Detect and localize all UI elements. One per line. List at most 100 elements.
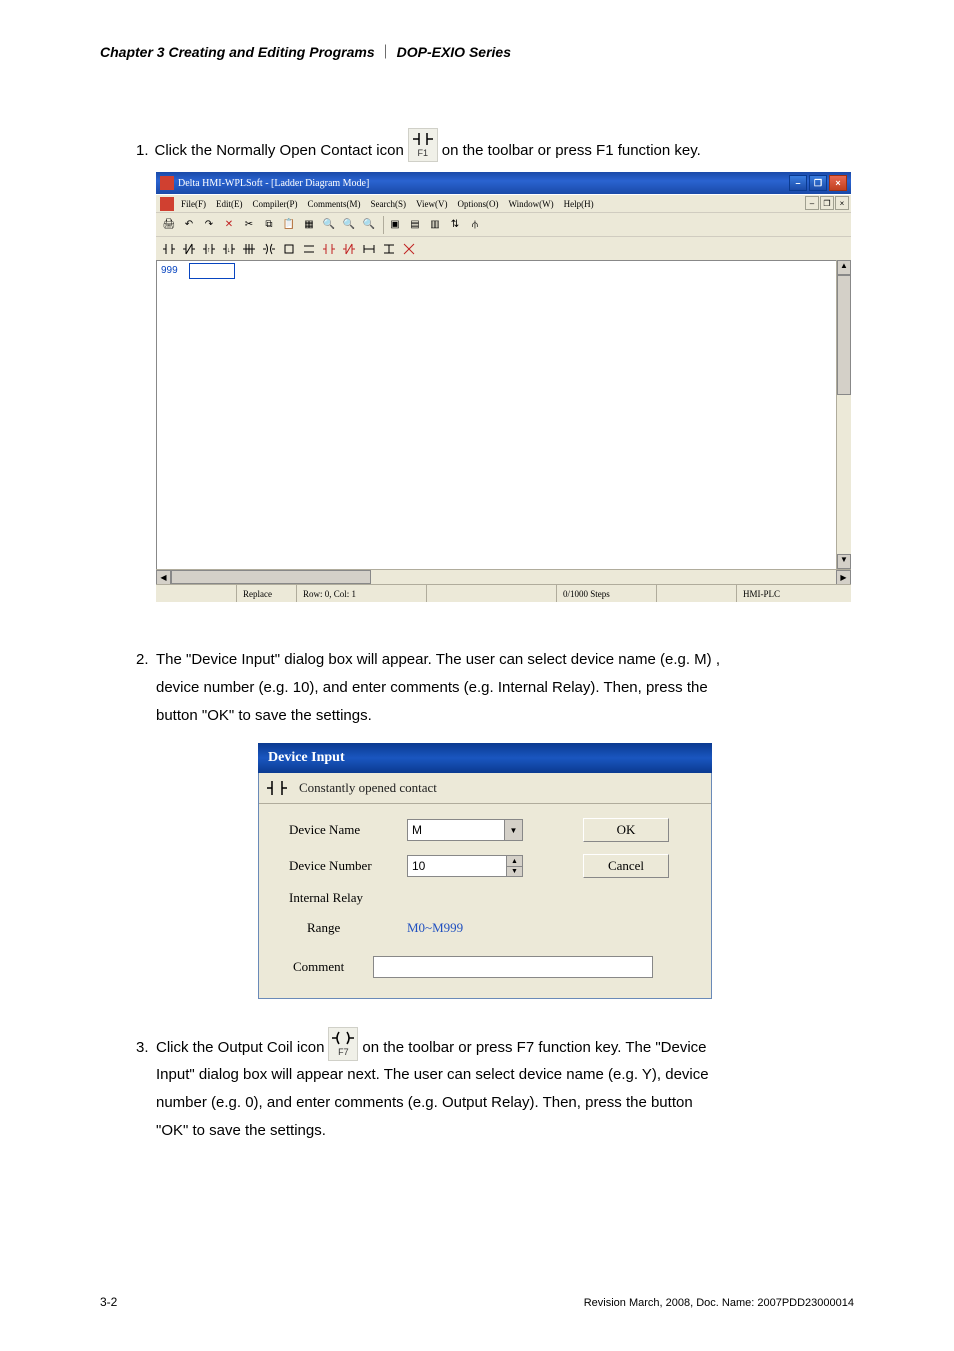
series-title: DOP-EXIO Series	[397, 44, 511, 60]
tool-find-icon[interactable]: 🔍	[320, 216, 338, 234]
ladder-tool-5-icon[interactable]	[240, 240, 258, 258]
tool-undo-icon[interactable]: ↶	[180, 216, 198, 234]
ladder-tool-4-icon[interactable]: ↓	[220, 240, 238, 258]
tool-paste-icon[interactable]: 📋	[280, 216, 298, 234]
canvas-cursor-rect	[189, 263, 235, 279]
ladder-canvas[interactable]: 999	[156, 260, 851, 584]
dialog-title: Device Input	[258, 743, 712, 773]
dropdown-icon[interactable]: ▼	[504, 820, 522, 840]
tool-b-icon[interactable]: ▤	[406, 216, 424, 234]
range-value: M0~M999	[407, 920, 463, 936]
cancel-button[interactable]: Cancel	[583, 854, 669, 878]
step-2-line2: device number (e.g. 10), and enter comme…	[136, 674, 856, 702]
step-3-line2: Input" dialog box will appear next. The …	[136, 1061, 856, 1089]
canvas-line-number: 999	[161, 265, 178, 276]
menu-search[interactable]: Search(S)	[368, 199, 410, 209]
device-number-spinner[interactable]: ▲ ▼	[507, 855, 523, 877]
vertical-scrollbar[interactable]: ▲ ▼	[836, 260, 851, 569]
device-number-value: 10	[412, 859, 425, 873]
ladder-tool-11-icon[interactable]	[360, 240, 378, 258]
menu-comments[interactable]: Comments(M)	[305, 199, 364, 209]
device-number-label: Device Number	[289, 858, 407, 874]
menu-edit[interactable]: Edit(E)	[213, 199, 246, 209]
menu-compiler[interactable]: Compiler(P)	[250, 199, 301, 209]
tool-a-icon[interactable]: ▣	[386, 216, 404, 234]
ladder-tool-9-icon[interactable]	[320, 240, 338, 258]
tool-delete-icon[interactable]: ✕	[220, 216, 238, 234]
scroll-right-icon[interactable]: ▶	[836, 570, 851, 585]
minimize-button[interactable]: –	[789, 175, 807, 191]
maximize-button[interactable]: ❐	[809, 175, 827, 191]
tool-copy-icon[interactable]: ⧉	[260, 216, 278, 234]
tool-d-icon[interactable]: ⇅	[446, 216, 464, 234]
step-3: 3. Click the Output Coil icon F7 on the …	[136, 1027, 856, 1144]
tool-redo-icon[interactable]: ↷	[200, 216, 218, 234]
ok-button[interactable]: OK	[583, 818, 669, 842]
horizontal-scrollbar[interactable]: ◀ ▶	[156, 569, 851, 584]
device-name-combobox[interactable]: M ▼	[407, 819, 523, 841]
dialog-subtitle: Constantly opened contact	[299, 780, 437, 796]
svg-text:↑: ↑	[207, 247, 211, 254]
step-3-num: 3.	[136, 1034, 156, 1062]
comment-input[interactable]	[373, 956, 653, 978]
step-3-line3: number (e.g. 0), and enter comments (e.g…	[136, 1089, 856, 1117]
tool-zoomout-icon[interactable]: 🔍	[360, 216, 378, 234]
device-name-label: Device Name	[289, 822, 407, 838]
spinner-down-icon[interactable]: ▼	[507, 867, 522, 877]
ladder-tool-3-icon[interactable]: ↑	[200, 240, 218, 258]
step-2-line1: The "Device Input" dialog box will appea…	[156, 651, 720, 668]
menu-view[interactable]: View(V)	[413, 199, 450, 209]
ladder-tool-1-icon[interactable]	[160, 240, 178, 258]
menu-window[interactable]: Window(W)	[505, 199, 556, 209]
step-1-text-before: Click the Normally Open Contact icon	[155, 140, 404, 163]
app-icon	[160, 176, 174, 190]
step-2: 2.The "Device Input" dialog box will app…	[136, 646, 856, 729]
ladder-tool-13-icon[interactable]	[400, 240, 418, 258]
status-rowcol: Row: 0, Col: 1	[296, 585, 426, 602]
scroll-down-icon[interactable]: ▼	[837, 554, 851, 569]
f1-label: F1	[418, 149, 429, 160]
spinner-up-icon[interactable]: ▲	[507, 856, 522, 867]
tool-zoomin-icon[interactable]: 🔍	[340, 216, 358, 234]
tool-print-icon[interactable]: 🖨	[160, 216, 178, 234]
mdi-minimize-button[interactable]: –	[805, 196, 819, 210]
step-1-num: 1.	[136, 140, 149, 163]
menu-help[interactable]: Help(H)	[561, 199, 597, 209]
device-name-value: M	[412, 823, 422, 837]
internal-relay-label: Internal Relay	[289, 890, 711, 906]
chapter-title: Chapter 3 Creating and Editing Programs	[100, 44, 375, 60]
tool-e-icon[interactable]: ⫛	[466, 216, 484, 234]
ladder-tool-12-icon[interactable]	[380, 240, 398, 258]
close-button[interactable]: ×	[829, 175, 847, 191]
ladder-tool-7-icon[interactable]	[280, 240, 298, 258]
svg-text:↓: ↓	[227, 247, 231, 254]
horizontal-scroll-thumb[interactable]	[171, 570, 371, 584]
step-1-text-after: on the toolbar or press F1 function key.	[442, 140, 701, 163]
tool-grid-icon[interactable]: ▦	[300, 216, 318, 234]
menu-file[interactable]: File(F)	[178, 199, 209, 209]
toolbar-2: ↑ ↓	[156, 236, 851, 260]
menubar: File(F) Edit(E) Compiler(P) Comments(M) …	[156, 194, 851, 212]
tool-cut-icon[interactable]: ✂	[240, 216, 258, 234]
dialog-subtitle-row: Constantly opened contact	[259, 773, 711, 804]
revision-info: Revision March, 2008, Doc. Name: 2007PDD…	[584, 1297, 854, 1309]
scroll-up-icon[interactable]: ▲	[837, 260, 851, 275]
wplsoft-window-screenshot: Delta HMI-WPLSoft - [Ladder Diagram Mode…	[156, 172, 851, 602]
vertical-scroll-thumb[interactable]	[837, 275, 851, 395]
constantly-open-contact-icon	[265, 777, 289, 799]
ladder-tool-2-icon[interactable]	[180, 240, 198, 258]
tool-c-icon[interactable]: ▥	[426, 216, 444, 234]
normally-open-contact-icon: F1	[408, 128, 438, 162]
ladder-tool-6-icon[interactable]	[260, 240, 278, 258]
scroll-left-icon[interactable]: ◀	[156, 570, 171, 585]
statusbar: Replace Row: 0, Col: 1 0/1000 Steps HMI-…	[156, 584, 851, 602]
status-plc: HMI-PLC	[736, 585, 851, 602]
ladder-tool-10-icon[interactable]	[340, 240, 358, 258]
ladder-tool-8-icon[interactable]	[300, 240, 318, 258]
step-2-num: 2.	[136, 646, 156, 674]
step-2-line3: button "OK" to save the settings.	[136, 702, 856, 730]
mdi-close-button[interactable]: ×	[835, 196, 849, 210]
device-number-input[interactable]: 10	[407, 855, 507, 877]
mdi-restore-button[interactable]: ❐	[820, 196, 834, 210]
menu-options[interactable]: Options(O)	[454, 199, 501, 209]
